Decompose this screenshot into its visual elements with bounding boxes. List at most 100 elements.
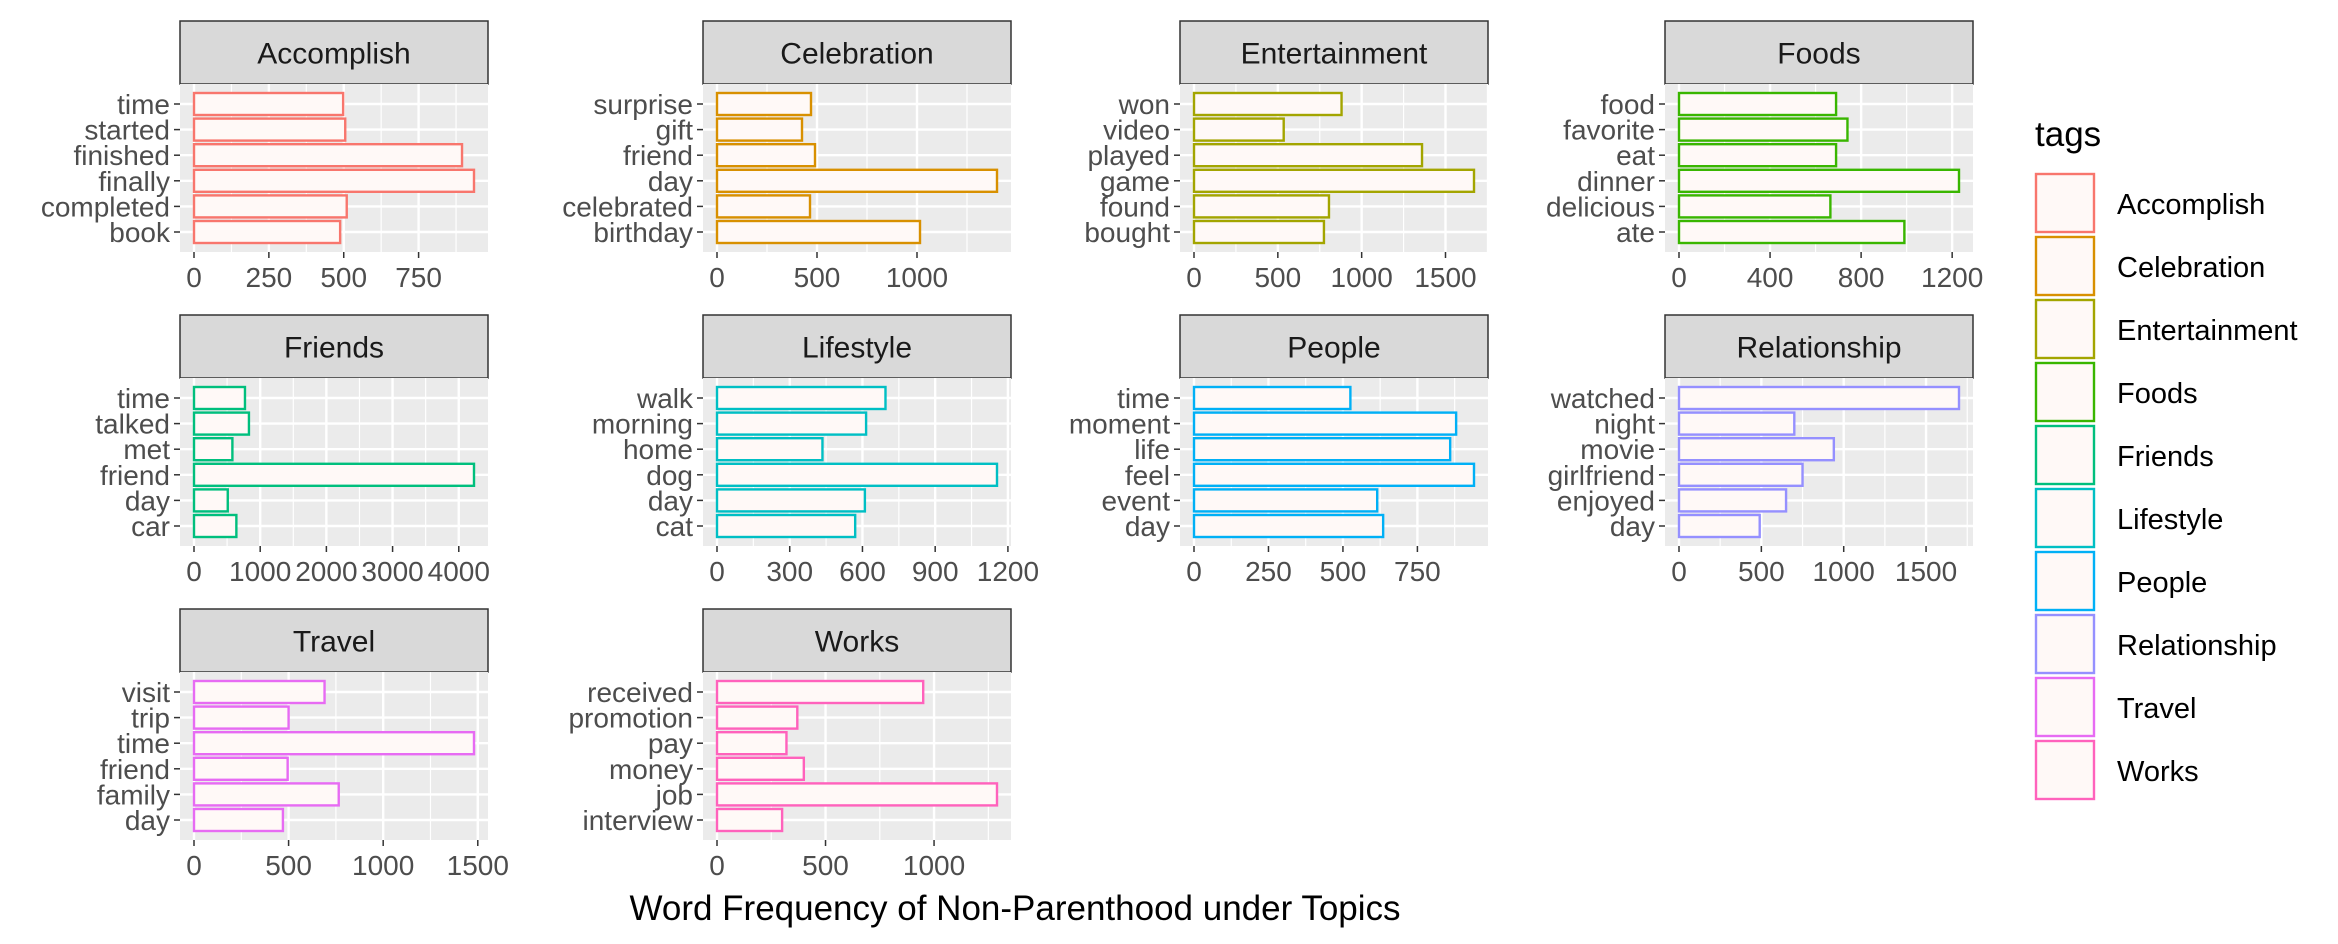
- y-tick-label: job: [655, 779, 693, 810]
- x-tick-label: 1500: [1414, 262, 1476, 293]
- y-tick-label: walk: [636, 383, 694, 414]
- y-tick-label: celebrated: [562, 191, 693, 222]
- y-tick-label: surprise: [593, 89, 693, 120]
- legend-label: Travel: [2117, 693, 2197, 725]
- bar-movie: [1677, 437, 1836, 462]
- x-tick-label: 2000: [295, 556, 357, 587]
- bar-met: [192, 437, 234, 462]
- bar-pay: [715, 731, 788, 756]
- x-tick-label: 250: [246, 262, 293, 293]
- bar-book: [192, 219, 342, 245]
- y-tick-label: birthday: [593, 217, 693, 248]
- bar-enjoyed: [1677, 488, 1788, 513]
- legend-key-people: [2034, 550, 2096, 612]
- legend-key-travel: [2034, 676, 2096, 738]
- bar-birthday: [715, 219, 922, 245]
- y-tick-label: feel: [1125, 460, 1170, 491]
- bar-game: [1192, 168, 1476, 194]
- bar-found: [1192, 194, 1331, 219]
- y-tick-label: gift: [656, 115, 694, 146]
- legend-label: Celebration: [2117, 252, 2265, 284]
- bar-day: [715, 168, 999, 194]
- bar-won: [1192, 91, 1343, 117]
- bar-family: [192, 782, 340, 807]
- y-tick-label: video: [1103, 115, 1170, 146]
- facet-strip: [179, 20, 489, 85]
- x-tick-label: 1000: [352, 850, 414, 881]
- y-tick-label: book: [109, 217, 171, 248]
- y-tick-label: car: [131, 511, 170, 542]
- y-tick-label: day: [125, 805, 170, 836]
- x-tick-label: 0: [186, 556, 202, 587]
- bar-played: [1192, 142, 1424, 168]
- bar-time: [192, 385, 247, 411]
- legend-key-celebration: [2034, 235, 2096, 297]
- x-tick-label: 1000: [229, 556, 291, 587]
- y-tick-label: dinner: [1577, 166, 1655, 197]
- bar-cat: [715, 513, 857, 539]
- x-tick-label: 1500: [447, 850, 509, 881]
- bar-promotion: [715, 705, 799, 730]
- y-tick-label: favorite: [1563, 115, 1655, 146]
- bar-celebrated: [715, 194, 812, 219]
- y-tick-label: time: [117, 383, 170, 414]
- bar-life: [1192, 437, 1452, 462]
- y-tick-label: finished: [73, 140, 170, 171]
- bar-event: [1192, 488, 1379, 513]
- y-tick-label: interview: [583, 805, 694, 836]
- x-tick-label: 500: [1738, 556, 1785, 587]
- y-tick-label: time: [117, 89, 170, 120]
- bar-started: [192, 117, 347, 142]
- bar-job: [715, 782, 999, 807]
- facet-entertainment: Entertainment 0 500 1000 1500 wonvideoplayedg…: [1084, 20, 1489, 293]
- x-tick-label: 4000: [428, 556, 490, 587]
- x-axis-label: Word Frequency of Non-Parenthood under T…: [629, 889, 1400, 928]
- bar-walk: [715, 385, 887, 411]
- facet-foods: Foods 0 400 800 1200 foodfavoriteeatdinnerdel…: [1546, 20, 1983, 293]
- y-tick-label: visit: [122, 677, 170, 708]
- x-tick-label: 1000: [1331, 262, 1393, 293]
- bar-gift: [715, 117, 804, 142]
- y-tick-label: day: [125, 485, 170, 516]
- bar-finally: [192, 168, 476, 194]
- legend-label: Foods: [2117, 378, 2198, 410]
- y-tick-label: bought: [1084, 217, 1170, 248]
- y-tick-label: day: [648, 485, 693, 516]
- bar-ate: [1677, 219, 1906, 245]
- legend: tags Accomplish Celebration Entertainment F…: [2034, 115, 2298, 801]
- x-tick-label: 400: [1747, 262, 1794, 293]
- y-tick-label: time: [1117, 383, 1170, 414]
- y-tick-label: friend: [100, 754, 170, 785]
- bar-home: [715, 437, 824, 462]
- facet-works: Works 0 500 1000 receivedpromotionpaymoneyjo…: [568, 608, 1012, 881]
- facet-people: People 0 250 500 750 timemomentlifefeeleventd…: [1069, 314, 1489, 587]
- facet-strip-label: Relationship: [1736, 332, 1901, 365]
- bar-watched: [1677, 385, 1961, 411]
- bar-moment: [1192, 411, 1458, 436]
- facet-strip: [1664, 20, 1974, 85]
- y-tick-label: eat: [1616, 140, 1655, 171]
- bar-bought: [1192, 219, 1326, 245]
- bar-morning: [715, 411, 868, 436]
- y-tick-label: time: [117, 728, 170, 759]
- bar-delicious: [1677, 194, 1832, 219]
- y-tick-label: family: [97, 779, 170, 810]
- x-tick-label: 1000: [1813, 556, 1875, 587]
- y-tick-label: won: [1118, 89, 1170, 120]
- x-tick-label: 250: [1245, 556, 1292, 587]
- facet-strip-label: Travel: [293, 626, 375, 659]
- x-tick-label: 300: [766, 556, 813, 587]
- facet-accomplish: Accomplish 0 250 500 750 timestartedfinishedf…: [41, 20, 489, 293]
- x-tick-label: 0: [709, 850, 725, 881]
- bar-food: [1677, 91, 1838, 117]
- bar-time: [192, 91, 345, 117]
- y-tick-label: game: [1100, 166, 1170, 197]
- facet-lifestyle: Lifestyle 0 300 600 900 1200 walkmorninghomedo…: [592, 314, 1039, 587]
- y-tick-label: trip: [131, 703, 170, 734]
- bar-dog: [715, 462, 999, 487]
- y-tick-label: friend: [623, 140, 693, 171]
- x-tick-label: 0: [1186, 262, 1202, 293]
- y-tick-label: life: [1134, 434, 1170, 465]
- legend-key-works: [2034, 739, 2096, 801]
- x-tick-label: 500: [320, 262, 367, 293]
